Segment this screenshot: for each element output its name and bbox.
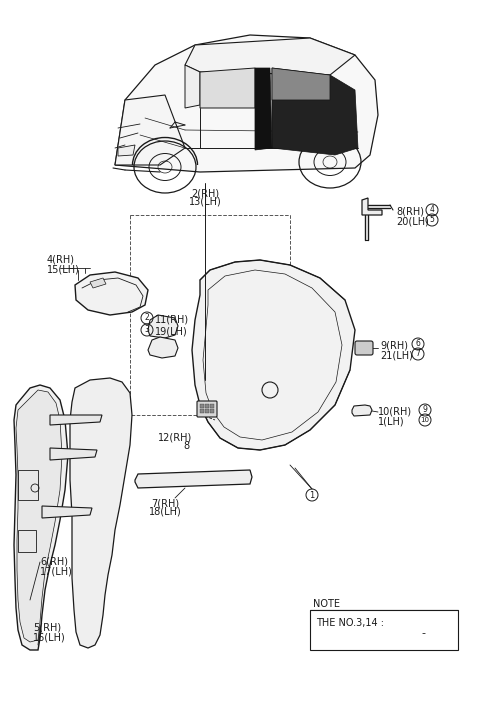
Bar bbox=[210, 404, 214, 408]
Text: 15(LH): 15(LH) bbox=[47, 264, 80, 274]
Text: 10: 10 bbox=[431, 627, 441, 637]
Text: 19(LH): 19(LH) bbox=[155, 326, 188, 336]
Text: -: - bbox=[421, 628, 425, 638]
Text: 9: 9 bbox=[422, 405, 427, 415]
Polygon shape bbox=[272, 68, 330, 100]
Polygon shape bbox=[255, 68, 272, 150]
Text: 4(RH): 4(RH) bbox=[47, 255, 75, 265]
Polygon shape bbox=[90, 278, 106, 288]
Text: 21(LH): 21(LH) bbox=[380, 351, 413, 361]
Text: 5(RH): 5(RH) bbox=[33, 623, 61, 633]
Polygon shape bbox=[115, 95, 185, 165]
Polygon shape bbox=[115, 35, 378, 172]
Bar bbox=[18, 470, 38, 500]
Text: NOTE: NOTE bbox=[313, 599, 340, 609]
Polygon shape bbox=[135, 470, 252, 488]
Polygon shape bbox=[42, 506, 92, 518]
Text: 9(RH): 9(RH) bbox=[380, 341, 408, 351]
Polygon shape bbox=[50, 448, 97, 460]
Polygon shape bbox=[192, 260, 355, 450]
Text: 6: 6 bbox=[416, 340, 420, 348]
Polygon shape bbox=[185, 65, 200, 108]
Text: 1: 1 bbox=[310, 491, 314, 500]
Bar bbox=[200, 409, 204, 413]
Polygon shape bbox=[50, 415, 102, 425]
Polygon shape bbox=[148, 337, 178, 358]
Polygon shape bbox=[352, 405, 372, 416]
Bar bbox=[18, 530, 36, 552]
Bar bbox=[200, 404, 204, 408]
Text: 17(LH): 17(LH) bbox=[40, 566, 73, 576]
Text: 12(RH): 12(RH) bbox=[158, 432, 192, 442]
Text: 2: 2 bbox=[144, 314, 149, 322]
Text: 1(LH): 1(LH) bbox=[378, 417, 405, 427]
Bar bbox=[210, 409, 214, 413]
Text: 16(LH): 16(LH) bbox=[33, 632, 66, 642]
Polygon shape bbox=[16, 390, 62, 642]
Text: 8(RH): 8(RH) bbox=[396, 206, 424, 216]
Text: 11(RH): 11(RH) bbox=[155, 314, 189, 324]
Polygon shape bbox=[70, 378, 132, 648]
Text: 8: 8 bbox=[183, 441, 189, 451]
Bar bbox=[130, 215, 290, 415]
Text: 2(RH): 2(RH) bbox=[191, 188, 219, 198]
Text: THE NO.3,14 :: THE NO.3,14 : bbox=[316, 618, 384, 628]
Bar bbox=[310, 610, 458, 650]
Text: 7: 7 bbox=[416, 350, 420, 359]
Bar bbox=[205, 404, 209, 408]
Text: 18(LH): 18(LH) bbox=[149, 507, 181, 517]
Bar bbox=[205, 409, 209, 413]
Polygon shape bbox=[200, 68, 255, 108]
Polygon shape bbox=[118, 145, 135, 156]
Polygon shape bbox=[148, 315, 178, 338]
Text: 4: 4 bbox=[430, 205, 434, 214]
FancyBboxPatch shape bbox=[355, 341, 373, 355]
FancyBboxPatch shape bbox=[197, 401, 217, 417]
Text: 6(RH): 6(RH) bbox=[40, 557, 68, 567]
Text: 3: 3 bbox=[144, 326, 149, 334]
Text: 20(LH): 20(LH) bbox=[396, 216, 429, 226]
Polygon shape bbox=[185, 38, 355, 75]
Text: 7(RH): 7(RH) bbox=[151, 498, 179, 508]
Text: 1: 1 bbox=[410, 627, 416, 637]
Polygon shape bbox=[14, 385, 68, 650]
Text: 5: 5 bbox=[430, 216, 434, 224]
Text: 10: 10 bbox=[420, 417, 430, 423]
Polygon shape bbox=[272, 68, 358, 155]
Text: 13(LH): 13(LH) bbox=[189, 197, 221, 207]
Polygon shape bbox=[362, 198, 382, 215]
Text: 10(RH): 10(RH) bbox=[378, 407, 412, 417]
Polygon shape bbox=[75, 272, 148, 315]
